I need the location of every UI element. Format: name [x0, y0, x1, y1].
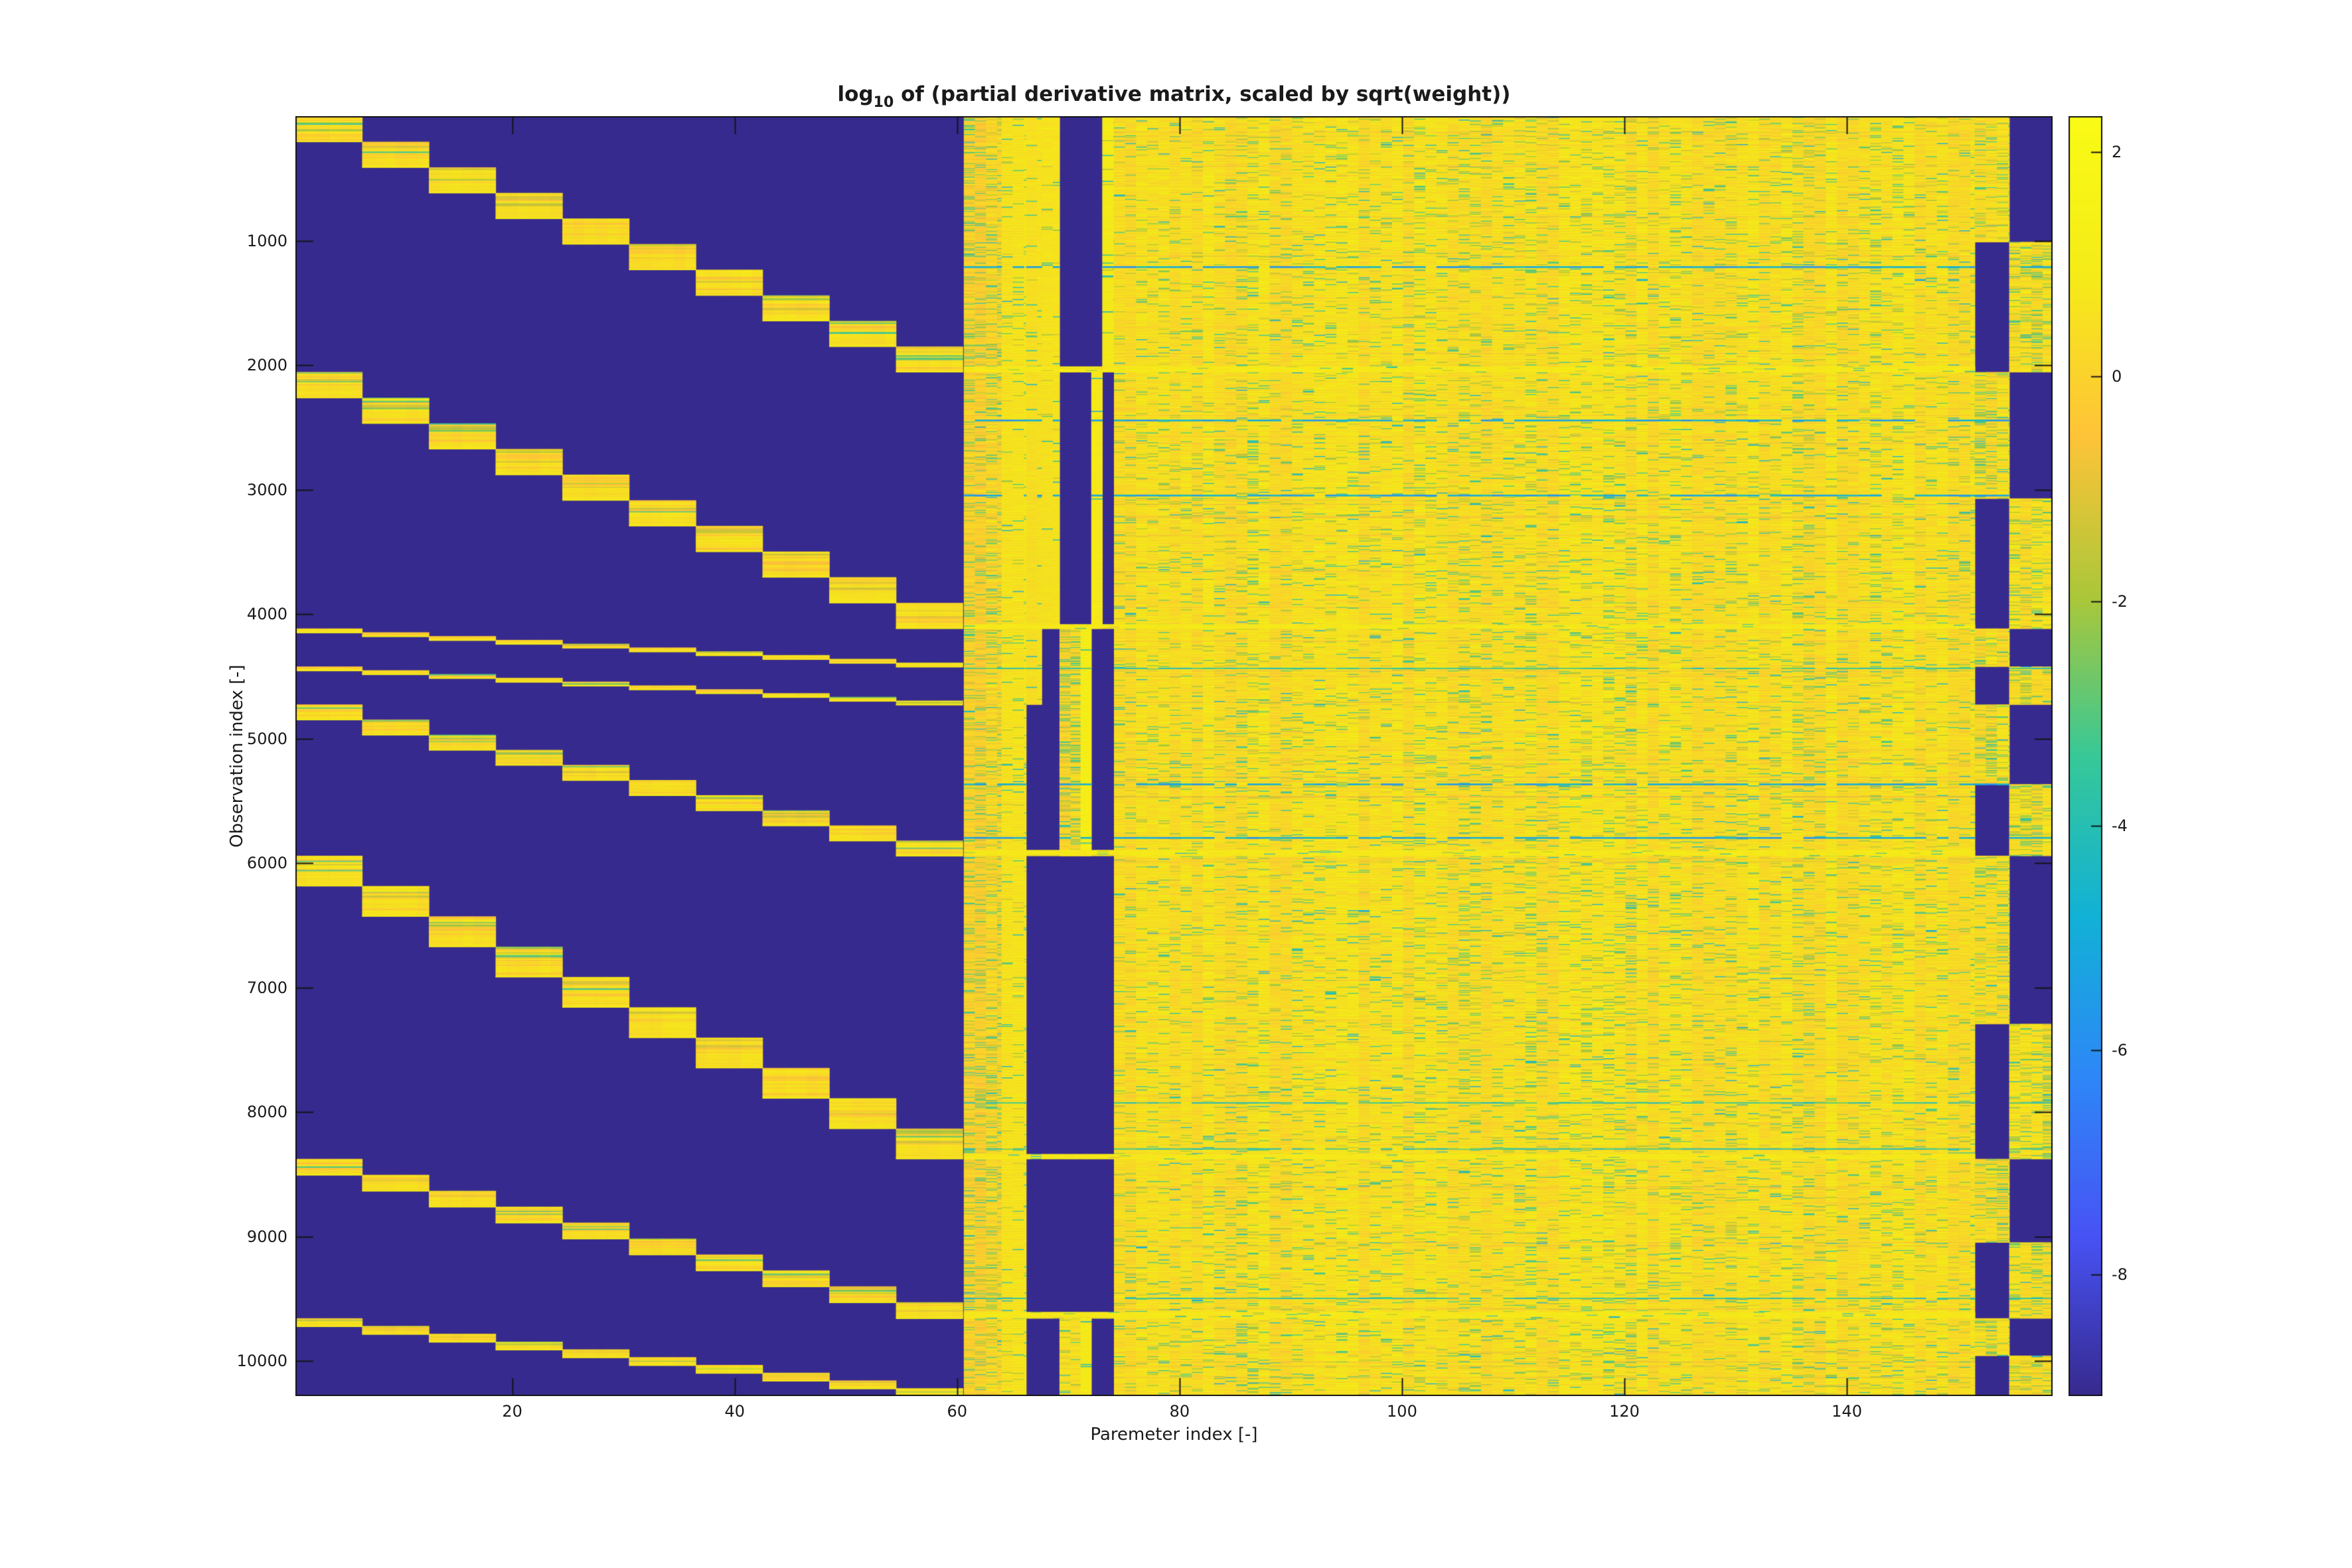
colorbar-tick-label: 2	[2112, 143, 2122, 162]
y-tick-label: 9000	[246, 1227, 287, 1246]
colorbar-tick-label: -8	[2112, 1265, 2128, 1285]
colorbar-tick-label: 0	[2112, 367, 2122, 386]
chart-title-log: log	[837, 82, 874, 106]
x-tick-label: 40	[724, 1402, 745, 1421]
x-tick-label: 20	[502, 1402, 522, 1421]
y-tick-label: 4000	[246, 605, 287, 624]
x-tick-label: 60	[947, 1402, 968, 1421]
chart-title: log10 of (partial derivative matrix, sca…	[295, 82, 2053, 111]
x-tick-label: 140	[1832, 1402, 1862, 1421]
x-tick-label: 100	[1387, 1402, 1417, 1421]
y-tick-label: 5000	[246, 729, 287, 748]
heatmap-canvas	[295, 116, 2053, 1396]
colorbar-tick-label: -4	[2112, 816, 2128, 835]
x-tick-label: 120	[1609, 1402, 1640, 1421]
colorbar-canvas	[2069, 116, 2102, 1396]
chart-title-rest: of (partial derivative matrix, scaled by…	[894, 82, 1511, 106]
x-axis-label: Paremeter index [-]	[1090, 1425, 1258, 1445]
y-tick-label: 6000	[246, 854, 287, 873]
colorbar-tick-label: -2	[2112, 591, 2128, 611]
y-tick-label: 7000	[246, 978, 287, 997]
colorbar	[2069, 116, 2102, 1396]
heatmap-plot-area	[295, 116, 2053, 1396]
y-tick-label: 1000	[246, 231, 287, 250]
y-tick-label: 2000	[246, 356, 287, 375]
x-tick-label: 80	[1169, 1402, 1190, 1421]
y-tick-label: 8000	[246, 1103, 287, 1122]
y-tick-label: 3000	[246, 480, 287, 499]
colorbar-tick-label: -6	[2112, 1041, 2128, 1060]
y-tick-label: 10000	[236, 1352, 287, 1371]
chart-title-subscript: 10	[873, 94, 894, 111]
